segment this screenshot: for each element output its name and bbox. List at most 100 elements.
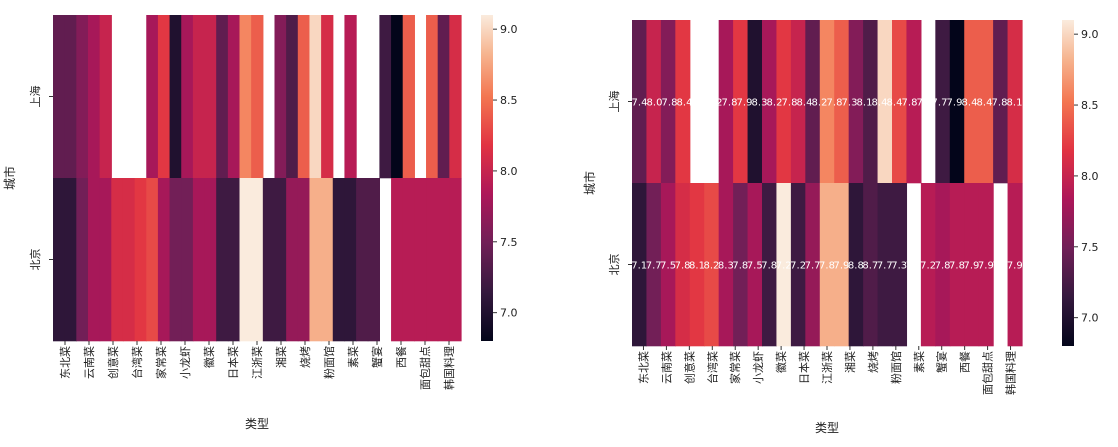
cell-value-label: 7.8 bbox=[992, 98, 1008, 109]
cell-value-label: 8.1 bbox=[689, 261, 705, 272]
x-axis-title: 类型 bbox=[245, 417, 269, 431]
cell-value-label: 7.8 bbox=[662, 98, 678, 109]
heatmap-cell bbox=[53, 178, 66, 342]
cell-value-label: 7.3 bbox=[891, 261, 907, 272]
heatmap-cell bbox=[122, 178, 136, 342]
heatmap-cell bbox=[356, 178, 369, 342]
cell-value-label: 7.8 bbox=[902, 98, 918, 109]
colorbar-tick-label: 9.0 bbox=[500, 23, 518, 36]
cell-value-label: 7.9 bbox=[978, 261, 994, 272]
x-tick-label: 日本菜 bbox=[797, 351, 811, 384]
cell-value-label: 7.9 bbox=[1007, 261, 1023, 272]
heatmap-cell bbox=[964, 183, 980, 347]
x-tick-label: 蟹宴 bbox=[935, 351, 949, 373]
heatmap-cell bbox=[402, 15, 415, 179]
cell-value-label: 7.2 bbox=[790, 261, 806, 272]
cell-value-label: 7.8 bbox=[732, 261, 748, 272]
heatmap-cell bbox=[834, 20, 850, 184]
heatmap-cell bbox=[426, 15, 439, 179]
heatmap-cell bbox=[64, 15, 77, 179]
x-axis-title: 类型 bbox=[815, 421, 839, 435]
heatmap-cell bbox=[733, 20, 749, 184]
heatmap-cell bbox=[99, 15, 112, 179]
heatmap-cell bbox=[834, 183, 850, 347]
heatmap-cell bbox=[286, 15, 299, 179]
heatmap-cell bbox=[747, 20, 763, 184]
heatmap-cell bbox=[227, 15, 241, 179]
heatmap-cell bbox=[239, 15, 252, 179]
cell-value-label: 7.2 bbox=[920, 261, 936, 272]
x-tick-label: 家常菜 bbox=[728, 351, 742, 384]
x-tick-label: 蟹宴 bbox=[370, 346, 384, 368]
heatmap-cell bbox=[935, 183, 951, 347]
y-axis-title: 城市 bbox=[582, 171, 597, 195]
colorbar-tick-label: 8.0 bbox=[1081, 170, 1099, 183]
heatmap-cell bbox=[251, 178, 264, 342]
heatmap-cell bbox=[762, 20, 778, 184]
heatmap-cell bbox=[646, 183, 662, 347]
heatmap-cell bbox=[437, 178, 450, 342]
heatmap-cell bbox=[251, 15, 264, 179]
cell-value-label: 7.8 bbox=[692, 98, 708, 109]
heatmap-cell bbox=[632, 20, 648, 184]
cell-value-label: 7.1 bbox=[631, 261, 647, 272]
colorbar-tick-label: 8.5 bbox=[1081, 99, 1099, 112]
heatmap-cell bbox=[805, 20, 821, 184]
cell-value-label: 8.1 bbox=[857, 98, 873, 109]
heatmap-cell bbox=[111, 178, 124, 342]
x-tick-label: 面包甜点 bbox=[982, 351, 995, 395]
cell-value-label: 8.4 bbox=[962, 98, 978, 109]
heatmap-cell bbox=[790, 20, 806, 184]
cell-value-label: 7.7 bbox=[877, 261, 893, 272]
cell-value-label: 8.1 bbox=[1007, 98, 1023, 109]
heatmap-cell bbox=[53, 15, 66, 179]
cell-value-label: 7.7 bbox=[932, 98, 948, 109]
cell-value-label: 8.2 bbox=[707, 98, 723, 109]
heatmap-cell bbox=[309, 178, 322, 342]
heatmap-cell bbox=[181, 178, 194, 342]
cell-value-label: 7.9 bbox=[833, 261, 849, 272]
heatmap-cell bbox=[227, 178, 241, 342]
x-tick-label: 西餐 bbox=[958, 351, 972, 373]
x-tick-label: 西餐 bbox=[394, 346, 408, 368]
heatmap-cell bbox=[935, 20, 951, 184]
heatmap-cell bbox=[87, 15, 101, 179]
cell-value-label: 8.2 bbox=[767, 98, 783, 109]
heatmap-cell bbox=[204, 178, 217, 342]
cell-value-label: 8.4 bbox=[677, 98, 693, 109]
heatmap-cell bbox=[344, 15, 357, 179]
cell-value-label: 8.2 bbox=[812, 98, 828, 109]
heatmap-cell bbox=[892, 183, 908, 347]
cell-value-label: 8.3 bbox=[718, 261, 734, 272]
heatmap-cell bbox=[675, 183, 691, 347]
heatmap-cell bbox=[993, 20, 1009, 184]
cell-value-label: 7.8 bbox=[827, 98, 843, 109]
colorbar-tick-label: 7.5 bbox=[1081, 241, 1099, 254]
colorbar-tick-label: 7.5 bbox=[500, 236, 518, 249]
heatmap-cell bbox=[646, 20, 662, 184]
heatmap-cell bbox=[863, 183, 879, 347]
heatmap-cell bbox=[321, 178, 334, 342]
cell-value-label: 7.7 bbox=[805, 261, 821, 272]
cell-value-label: 7.8 bbox=[722, 98, 738, 109]
x-tick-label: 韩国料理 bbox=[442, 346, 456, 390]
cell-value-label: 7.5 bbox=[660, 261, 676, 272]
cell-value-label: 7.8 bbox=[761, 261, 777, 272]
heatmap-cell bbox=[204, 15, 217, 179]
x-tick-label: 江浙菜 bbox=[821, 351, 834, 384]
x-tick-label: 东北菜 bbox=[59, 346, 72, 379]
colorbar-tick-label: 7.0 bbox=[1081, 312, 1099, 325]
cell-value-label: 7.8 bbox=[675, 261, 691, 272]
y-tick-label: 上海 bbox=[607, 91, 621, 113]
heatmap-cell bbox=[87, 178, 101, 342]
heatmap-cell bbox=[449, 178, 462, 342]
x-tick-label: 粉面馆 bbox=[322, 346, 336, 379]
heatmap-cell bbox=[1007, 20, 1023, 184]
heatmap-cell bbox=[848, 183, 864, 347]
heatmap-cell bbox=[297, 178, 311, 342]
heatmap-cell bbox=[949, 20, 965, 184]
y-axis-title: 城市 bbox=[2, 166, 17, 190]
heatmap-cell bbox=[437, 15, 450, 179]
cell-value-label: 8.2 bbox=[703, 261, 719, 272]
cell-value-label: 7.8 bbox=[917, 98, 933, 109]
